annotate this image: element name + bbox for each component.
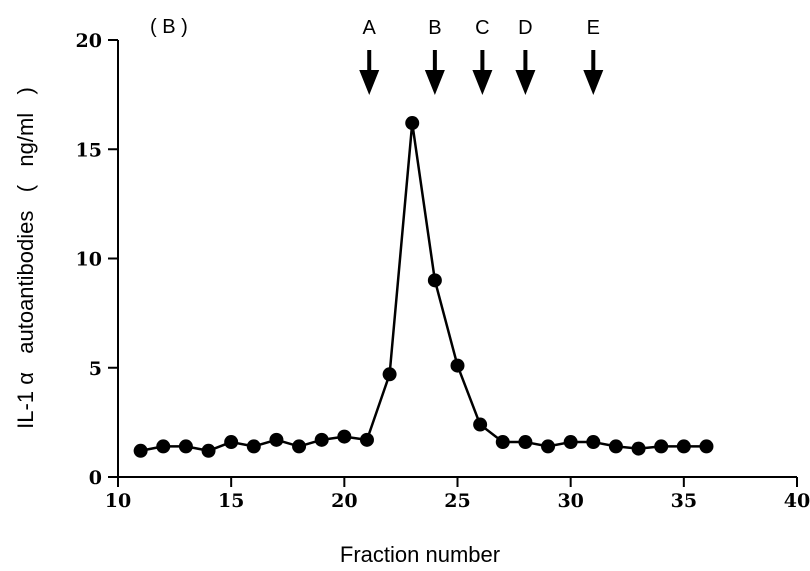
x-tick-label: 15	[218, 490, 244, 512]
marker-arrow-head	[472, 70, 493, 95]
y-tick-label: 20	[76, 30, 102, 52]
data-point	[563, 435, 578, 450]
marker-arrow-head	[359, 70, 380, 95]
y-axis-title: IL-1 α autoantibodies ( ng/ml )	[13, 87, 38, 429]
marker-label: E	[587, 17, 600, 39]
data-point	[586, 435, 601, 450]
x-axis-title: Fraction number	[340, 542, 500, 567]
fraction-markers: A B C D E	[359, 17, 604, 95]
y-tick-label: 15	[76, 139, 102, 161]
marker-label: A	[363, 17, 377, 39]
data-point	[541, 439, 556, 454]
data-point	[608, 439, 623, 454]
marker-arrow-head	[424, 70, 445, 95]
y-tick-label: 5	[89, 358, 102, 380]
axes	[117, 40, 797, 478]
data-point	[427, 273, 442, 288]
data-point	[676, 439, 691, 454]
marker-label: B	[428, 17, 441, 39]
x-tick-label: 35	[671, 490, 697, 512]
data-point	[473, 417, 488, 432]
series	[133, 116, 714, 458]
x-tick-label: 25	[444, 490, 470, 512]
y-tick-label: 0	[89, 467, 102, 489]
data-point	[133, 443, 148, 458]
data-point	[178, 439, 193, 454]
data-point	[382, 367, 397, 382]
data-point	[699, 439, 714, 454]
data-point	[156, 439, 171, 454]
data-point	[337, 429, 352, 444]
x-tick-label: 20	[331, 490, 357, 512]
y-ticks: 0 5 10 15 20	[76, 30, 118, 489]
data-point	[359, 432, 374, 447]
marker-arrow-head	[583, 70, 604, 95]
marker-label: C	[475, 17, 489, 39]
data-point	[654, 439, 669, 454]
panel-label: ( B )	[150, 16, 188, 38]
data-point	[631, 441, 646, 456]
data-point	[269, 432, 284, 447]
marker-label: D	[518, 17, 532, 39]
x-tick-label: 30	[557, 490, 583, 512]
data-point	[495, 435, 510, 450]
series-line	[140, 121, 707, 453]
data-point	[246, 439, 261, 454]
data-point	[224, 435, 239, 450]
x-tick-label: 40	[784, 490, 810, 512]
data-point	[518, 435, 533, 450]
data-point	[405, 116, 420, 131]
data-point	[314, 432, 329, 447]
x-tick-label: 10	[105, 490, 131, 512]
data-point	[292, 439, 307, 454]
marker-arrow-head	[515, 70, 536, 95]
x-ticks: 10 15 20 25 30 35 40	[105, 477, 810, 512]
data-point	[201, 443, 216, 458]
y-tick-label: 10	[76, 249, 102, 271]
data-point	[450, 358, 465, 373]
